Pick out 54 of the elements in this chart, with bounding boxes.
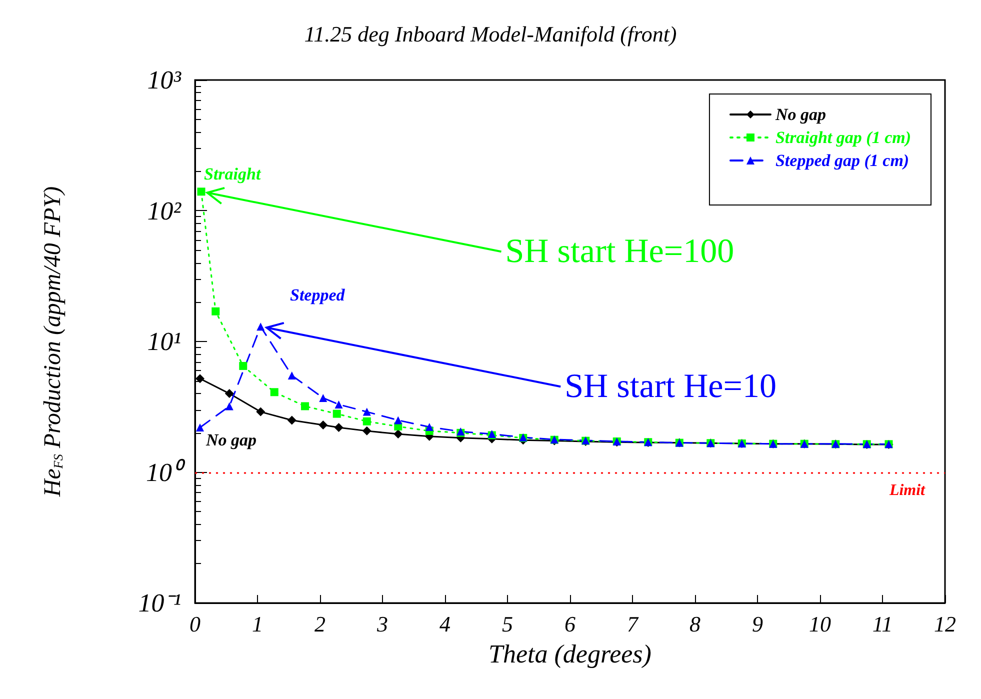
point bbox=[288, 371, 296, 380]
point bbox=[224, 389, 234, 398]
y-tick-label: 10¹ bbox=[147, 327, 182, 356]
point bbox=[239, 362, 248, 370]
point bbox=[225, 402, 234, 410]
point bbox=[256, 407, 266, 416]
point bbox=[334, 400, 343, 408]
x-tick-label: 8 bbox=[690, 612, 700, 636]
point bbox=[212, 307, 220, 316]
x-tick-label: 5 bbox=[502, 612, 513, 636]
point bbox=[394, 416, 402, 424]
x-tick-label: 11 bbox=[872, 612, 893, 636]
point bbox=[362, 408, 371, 416]
legend-label: No gap bbox=[774, 105, 826, 124]
annotation: SH start He=100 bbox=[505, 233, 734, 270]
point bbox=[362, 417, 371, 426]
point bbox=[197, 188, 206, 196]
point bbox=[425, 422, 434, 431]
x-tick-label: 0 bbox=[190, 612, 200, 636]
point bbox=[332, 410, 341, 418]
annotation: Straight bbox=[204, 164, 262, 184]
legend-label: Stepped gap (1 cm) bbox=[775, 151, 910, 170]
point bbox=[319, 394, 328, 402]
annotation: SH start He=10 bbox=[564, 368, 776, 406]
y-axis-title: HeFS Production (appm/40 FPY) bbox=[40, 186, 66, 498]
y-tick-label: 10² bbox=[147, 196, 182, 226]
point bbox=[394, 430, 403, 439]
annotation: Stepped bbox=[290, 286, 346, 304]
point bbox=[256, 322, 265, 331]
x-tick-label: 2 bbox=[314, 612, 326, 636]
x-tick-label: 1 bbox=[252, 612, 263, 636]
ref-line-label: Limit bbox=[888, 482, 926, 499]
x-tick-label: 9 bbox=[752, 612, 763, 636]
annotation: No gap bbox=[205, 430, 257, 450]
y-tick-label: 10⁻¹ bbox=[138, 588, 182, 618]
point bbox=[318, 420, 328, 430]
point bbox=[270, 388, 278, 396]
x-tick-label: 3 bbox=[376, 612, 388, 636]
point bbox=[196, 374, 204, 384]
x-tick-label: 10 bbox=[809, 612, 831, 636]
legend-label: Straight gap (1 cm) bbox=[775, 128, 912, 147]
point bbox=[196, 423, 204, 432]
x-tick-label: 6 bbox=[564, 612, 576, 636]
x-tick-label: 12 bbox=[934, 612, 956, 636]
point bbox=[301, 402, 309, 410]
x-axis-title: Theta (degrees) bbox=[488, 640, 652, 668]
chart-title: 11.25 deg Inboard Model-Manifold (front) bbox=[304, 22, 677, 46]
point bbox=[334, 422, 344, 432]
y-tick-label: 10⁰ bbox=[146, 458, 186, 487]
x-tick-label: 7 bbox=[627, 612, 639, 636]
point bbox=[362, 426, 372, 436]
y-tick-label: 10³ bbox=[147, 66, 182, 94]
point bbox=[287, 416, 296, 425]
x-tick-label: 4 bbox=[440, 612, 450, 636]
